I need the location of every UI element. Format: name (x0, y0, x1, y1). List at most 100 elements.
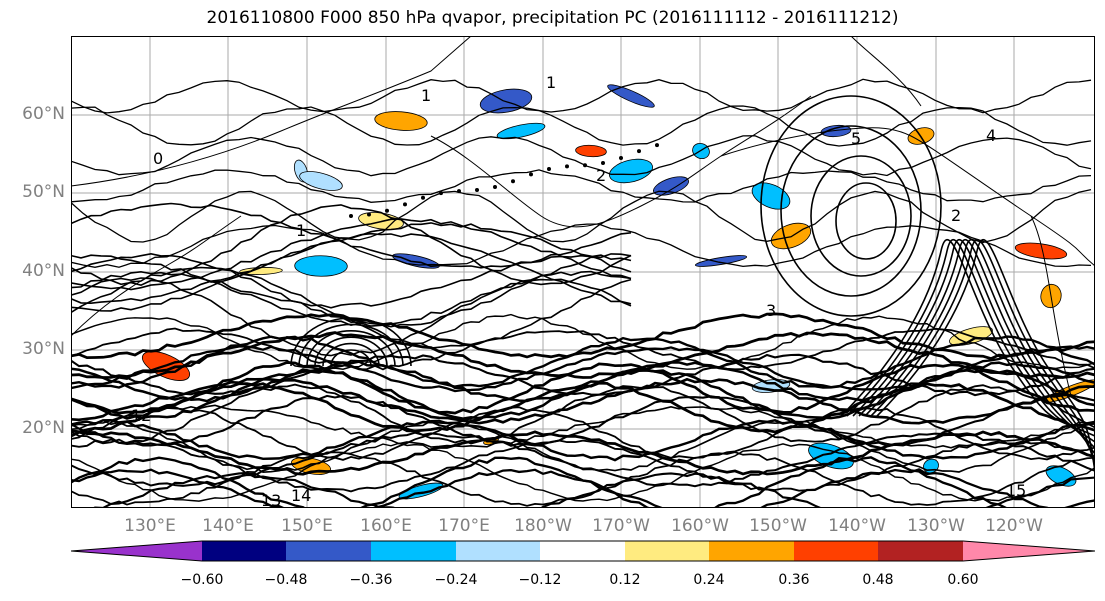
colorbar-outline (71, 540, 1095, 562)
island-dot (619, 155, 623, 160)
island-dot (475, 187, 479, 192)
qvapor-contour (71, 468, 1052, 508)
qvapor-contour (71, 135, 1092, 177)
colorbar-segment (625, 541, 709, 561)
contour-value-label: 2 (596, 166, 606, 185)
qvapor-contour (322, 342, 380, 367)
precip-anomaly-patch (294, 255, 348, 277)
colorbar-tick-label: −0.36 (349, 572, 393, 588)
contour-value-label: 15 (1006, 481, 1026, 500)
island-dot (529, 172, 533, 177)
island-dot (403, 202, 407, 207)
qvapor-contour (71, 381, 1095, 434)
colorbar-segment (371, 541, 456, 561)
island-dot (385, 208, 389, 213)
qvapor-contour (71, 327, 1095, 371)
coastline (71, 215, 242, 337)
contour-value-label: 1 (421, 86, 431, 105)
precip-anomaly-patch (607, 84, 655, 108)
qvapor-contour (71, 404, 1095, 449)
lon-label-140w: 140°W (828, 516, 886, 536)
qvapor-contour (306, 330, 396, 367)
lon-label-120w: 120°W (985, 516, 1043, 536)
map-title: 2016110800 F000 850 hPa qvapor, precipit… (206, 8, 899, 28)
qvapor-contour (870, 239, 1095, 467)
qvapor-contour (810, 155, 912, 277)
precip-anomaly-patch (1014, 242, 1068, 260)
colorbar-segment (71, 541, 202, 561)
coastline (1030, 215, 1072, 397)
precip-anomaly-patch (496, 122, 546, 140)
qvapor-contour (290, 317, 412, 367)
precip-anomaly-patch (770, 222, 812, 250)
precip-anomaly-patch (299, 171, 343, 191)
qvapor-contour (71, 218, 632, 291)
island-dot (457, 189, 461, 194)
lon-label-140e: 140°E (202, 516, 254, 536)
colorbar-tick-label: −0.24 (434, 572, 478, 588)
lat-label-30n: 30°N (22, 339, 65, 359)
map-panel: 1012345211413141512 (71, 36, 1095, 508)
contour-value-label: 13 (261, 491, 281, 508)
qvapor-contour (71, 377, 1095, 425)
lon-label-170w: 170°W (592, 516, 650, 536)
contour-value-label: 0 (153, 149, 163, 168)
lon-label-130w: 130°W (907, 516, 965, 536)
coastline (430, 95, 812, 228)
map-frame (71, 36, 1095, 508)
colorbar-segment (709, 541, 794, 561)
qvapor-contour (71, 353, 1095, 397)
colorbar-segment (878, 541, 963, 561)
qvapor-contour (71, 232, 632, 312)
qvapor-contour (71, 223, 1092, 268)
colorbar-segment (456, 541, 540, 561)
colorbar-tick-label: 0.24 (693, 572, 725, 588)
colorbar-tick-label: 0.48 (862, 572, 894, 588)
island-dot (349, 214, 353, 218)
lon-label-170e: 170°E (438, 516, 490, 536)
lon-label-130e: 130°E (124, 516, 176, 536)
qvapor-contour (71, 406, 1095, 461)
qvapor-contour (71, 442, 1095, 502)
qvapor-contour (71, 312, 1095, 361)
lon-label-160e: 160°E (360, 516, 412, 536)
qvapor-contour (876, 239, 1095, 473)
qvapor-contour (91, 471, 1095, 508)
colorbar-tick-label: −0.48 (264, 572, 308, 588)
colorbar-segment (286, 541, 371, 561)
qvapor-contour (298, 323, 404, 367)
qvapor-contour (71, 105, 1092, 147)
qvapor-contour (71, 169, 1092, 203)
qvapor-contour (71, 270, 632, 327)
qvapor-contour (835, 182, 897, 260)
lat-label-50n: 50°N (22, 182, 65, 202)
qvapor-contour (71, 335, 1095, 389)
lon-label-150w: 150°W (749, 516, 807, 536)
colorbar-tick-label: −0.60 (180, 572, 224, 588)
contour-value-label: 3 (766, 301, 776, 320)
qvapor-contour (864, 239, 1095, 461)
contour-value-label: 2 (951, 206, 961, 225)
island-dot (511, 179, 515, 184)
coastline (850, 36, 1095, 107)
qvapor-contour (314, 336, 388, 367)
colorbar-segment (540, 541, 625, 561)
qvapor-contour (330, 349, 372, 367)
island-dot (421, 195, 425, 200)
coastline (71, 36, 472, 187)
qvapor-contour (71, 78, 1092, 114)
precip-anomaly-patch (575, 144, 607, 158)
contour-value-label: 5 (851, 129, 861, 148)
coastlines (71, 36, 1095, 397)
island-dot (547, 167, 551, 172)
qvapor-contour (71, 383, 1095, 445)
contour-value-label: 14 (291, 486, 311, 505)
contour-value-label: 1 (296, 221, 306, 240)
colorbar-segment (963, 541, 1095, 561)
contour-labels: 1012345211413141512 (131, 73, 1026, 508)
colorbar-segment (202, 541, 286, 561)
qvapor-contours (71, 78, 1095, 508)
lon-label-160w: 160°W (671, 516, 729, 536)
colorbar-tick-label: −0.12 (518, 572, 562, 588)
colorbar-tick-label: 0.12 (609, 572, 641, 588)
